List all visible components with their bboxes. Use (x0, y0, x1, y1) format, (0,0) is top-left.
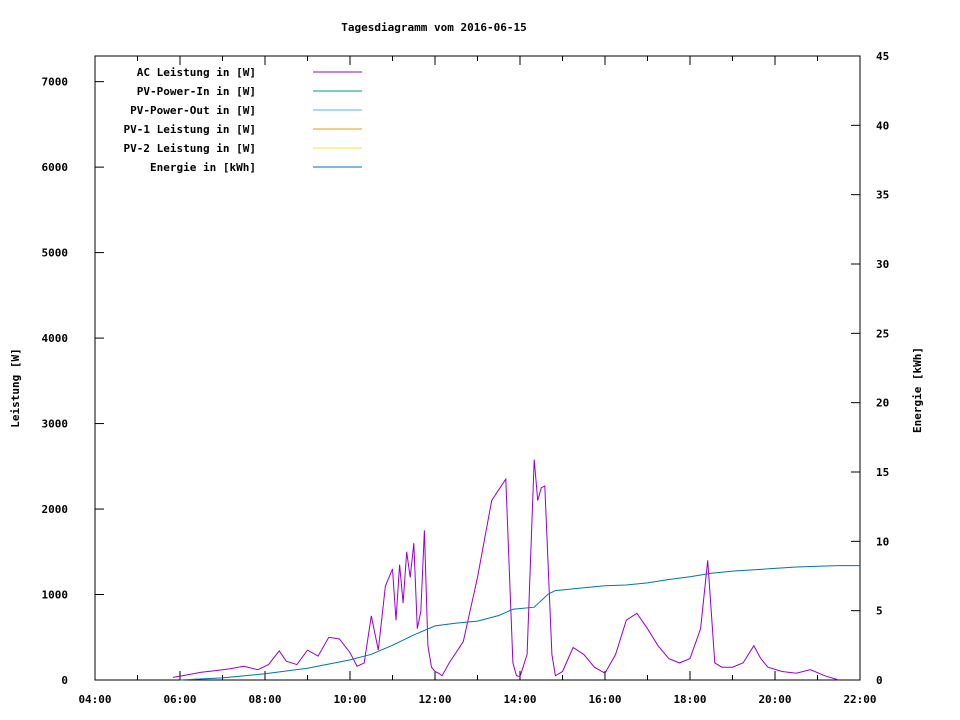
y2-tick-label: 5 (876, 605, 883, 618)
chart-title: Tagesdiagramm vom 2016-06-15 (341, 21, 526, 34)
x-tick-label: 06:00 (163, 693, 196, 706)
y-tick-label: 6000 (42, 161, 69, 174)
y2-tick-label: 20 (876, 397, 889, 410)
series-line-0 (172, 459, 839, 681)
x-tick-label: 12:00 (418, 693, 451, 706)
y2-tick-label: 0 (876, 674, 883, 687)
y-tick-label: 0 (61, 674, 68, 687)
y-tick-label: 3000 (42, 418, 69, 431)
y2-tick-label: 30 (876, 258, 889, 271)
y2-tick-label: 35 (876, 189, 889, 202)
y-tick-label: 1000 (42, 589, 69, 602)
x-tick-label: 22:00 (843, 693, 876, 706)
y-tick-label: 4000 (42, 332, 69, 345)
y2-tick-label: 40 (876, 119, 889, 132)
legend-label-3: PV-1 Leistung in [W] (124, 123, 256, 136)
legend-label-0: AC Leistung in [W] (137, 66, 256, 79)
y2-axis-label: Energie [kWh] (911, 347, 924, 433)
legend-label-5: Energie in [kWh] (150, 161, 256, 174)
series-line-5 (179, 565, 860, 681)
y-tick-label: 7000 (42, 76, 69, 89)
y2-tick-label: 10 (876, 535, 889, 548)
x-tick-label: 18:00 (673, 693, 706, 706)
y2-tick-label: 25 (876, 327, 889, 340)
x-axis-ticks: 04:00 06:00 08:00 10:00 12:00 14:00 16:00 18:00… (78, 56, 877, 706)
y2-tick-label: 45 (876, 50, 889, 63)
y-axis-ticks: 0 1000 2000 3000 4000 5000 6000 7000 (42, 76, 104, 687)
legend-label-2: PV-Power-Out in [W] (130, 104, 256, 117)
legend: AC Leistung in [W] PV-Power-In in [W] PV-P… (124, 66, 362, 174)
legend-label-4: PV-2 Leistung in [W] (124, 142, 256, 155)
y-tick-label: 5000 (42, 247, 69, 260)
legend-label-1: PV-Power-In in [W] (137, 85, 256, 98)
series-lines (172, 459, 860, 681)
y-tick-label: 2000 (42, 503, 69, 516)
x-tick-label: 16:00 (588, 693, 621, 706)
x-tick-label: 08:00 (248, 693, 281, 706)
y2-axis-ticks: 0 5 10 15 20 25 30 35 40 45 (851, 50, 889, 687)
x-tick-label: 20:00 (758, 693, 791, 706)
x-tick-label: 04:00 (78, 693, 111, 706)
y2-tick-label: 15 (876, 466, 889, 479)
y-axis-label: Leistung [W] (9, 348, 22, 427)
x-tick-label: 14:00 (503, 693, 536, 706)
x-tick-label: 10:00 (333, 693, 366, 706)
